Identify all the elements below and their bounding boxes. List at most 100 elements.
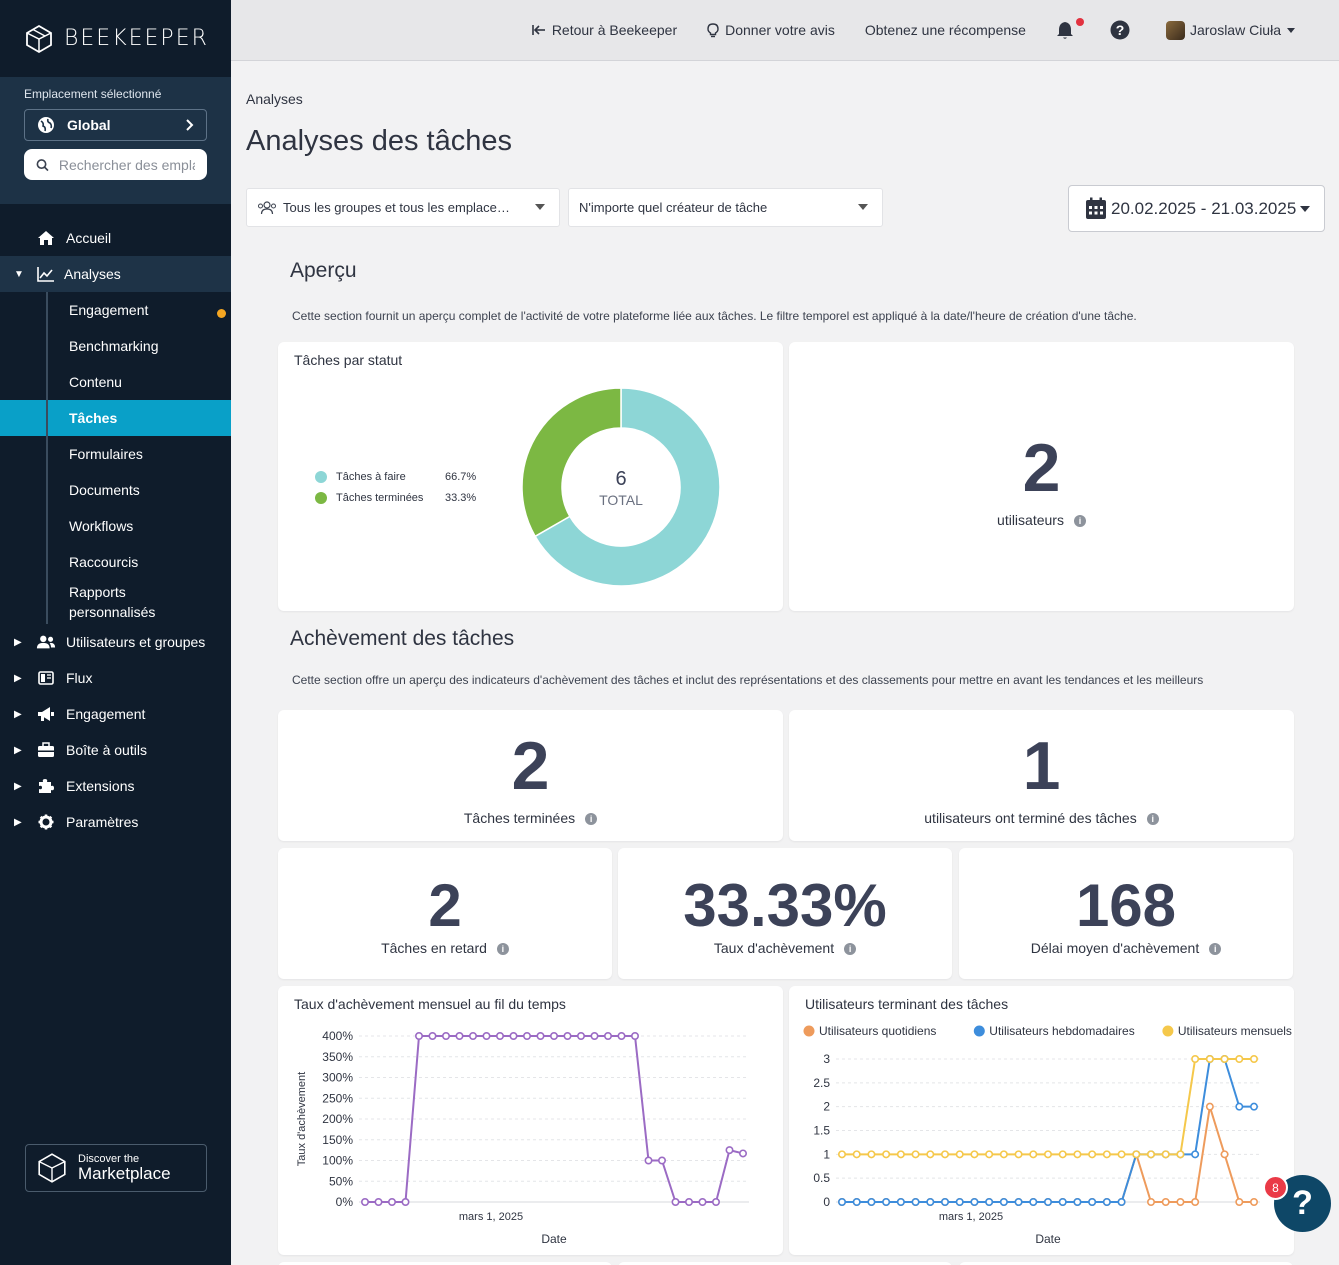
data-point[interactable]	[657, 1156, 666, 1165]
legend-label[interactable]: Utilisateurs mensuels	[1178, 1024, 1292, 1038]
data-point[interactable]	[911, 1150, 920, 1159]
sub-item-engagement[interactable]: Engagement	[69, 302, 149, 318]
legend-label[interactable]: Utilisateurs hebdomadaires	[989, 1024, 1134, 1038]
data-point[interactable]	[955, 1150, 964, 1159]
data-point[interactable]	[1235, 1198, 1244, 1207]
data-point[interactable]	[1235, 1102, 1244, 1111]
data-point[interactable]	[852, 1198, 861, 1207]
marketplace-button[interactable]: Discover the Marketplace	[25, 1144, 207, 1192]
data-point[interactable]	[1132, 1150, 1141, 1159]
info-icon[interactable]: i	[496, 943, 509, 956]
data-point[interactable]	[523, 1031, 532, 1040]
data-point[interactable]	[563, 1031, 572, 1040]
sub-item-contenu[interactable]: Contenu	[69, 374, 122, 390]
data-point[interactable]	[1088, 1198, 1097, 1207]
data-point[interactable]	[999, 1198, 1008, 1207]
location-search-input[interactable]: Rechercher des emplac	[24, 149, 207, 180]
sub-item-workflows[interactable]: Workflows	[69, 518, 134, 534]
data-point[interactable]	[882, 1198, 891, 1207]
creator-filter-select[interactable]: N'importe quel créateur de tâche	[568, 188, 883, 227]
data-point[interactable]	[1073, 1150, 1082, 1159]
reward-link[interactable]: Obtenez une récompense	[865, 22, 1026, 38]
data-point[interactable]	[630, 1031, 639, 1040]
nav-item-accueil[interactable]: Accueil	[0, 220, 231, 256]
data-point[interactable]	[1058, 1198, 1067, 1207]
data-point[interactable]	[711, 1198, 720, 1207]
data-point[interactable]	[1176, 1150, 1185, 1159]
data-point[interactable]	[1102, 1150, 1111, 1159]
sub-item-documents[interactable]: Documents	[69, 482, 140, 498]
data-point[interactable]	[1014, 1150, 1023, 1159]
legend-item-done[interactable]: Tâches terminées 33.3%	[315, 492, 476, 504]
data-point[interactable]	[1235, 1054, 1244, 1063]
data-point[interactable]	[738, 1149, 747, 1158]
data-point[interactable]	[482, 1031, 491, 1040]
nav-item-extensions[interactable]: ▶ Extensions	[0, 768, 231, 804]
data-point[interactable]	[549, 1031, 558, 1040]
data-point[interactable]	[1220, 1150, 1229, 1159]
data-point[interactable]	[1029, 1150, 1038, 1159]
data-point[interactable]	[644, 1156, 653, 1165]
data-point[interactable]	[1117, 1198, 1126, 1207]
data-point[interactable]	[1220, 1054, 1229, 1063]
data-point[interactable]	[970, 1198, 979, 1207]
data-point[interactable]	[1161, 1150, 1170, 1159]
beekeeper-logo[interactable]: BEEKEEPER	[0, 0, 231, 77]
sub-item-raccourcis[interactable]: Raccourcis	[69, 554, 139, 570]
data-point[interactable]	[926, 1198, 935, 1207]
data-point[interactable]	[955, 1198, 964, 1207]
sub-item-formulaires[interactable]: Formulaires	[69, 446, 143, 462]
data-point[interactable]	[698, 1198, 707, 1207]
data-point[interactable]	[469, 1031, 478, 1040]
nav-item-parametres[interactable]: ▶ Paramètres	[0, 804, 231, 840]
data-point[interactable]	[970, 1150, 979, 1159]
data-point[interactable]	[1014, 1198, 1023, 1207]
data-point[interactable]	[455, 1031, 464, 1040]
donut-slice[interactable]	[521, 387, 622, 538]
nav-item-flux[interactable]: ▶ Flux	[0, 660, 231, 696]
data-point[interactable]	[1088, 1150, 1097, 1159]
data-point[interactable]	[428, 1031, 437, 1040]
legend-item-todo[interactable]: Tâches à faire 66.7%	[315, 471, 476, 483]
data-point[interactable]	[852, 1150, 861, 1159]
donut-slice[interactable]	[534, 387, 721, 587]
data-point[interactable]	[1191, 1198, 1200, 1207]
data-point[interactable]	[1146, 1150, 1155, 1159]
back-to-beekeeper-link[interactable]: Retour à Beekeeper	[532, 22, 677, 38]
location-select-button[interactable]: Global	[24, 109, 207, 141]
data-point[interactable]	[361, 1198, 370, 1207]
data-point[interactable]	[1161, 1198, 1170, 1207]
data-point[interactable]	[1205, 1102, 1214, 1111]
data-point[interactable]	[1191, 1054, 1200, 1063]
data-point[interactable]	[1249, 1102, 1258, 1111]
sub-item-rapports[interactable]: Rapports personnalisés	[0, 309, 231, 624]
data-point[interactable]	[1117, 1150, 1126, 1159]
data-point[interactable]	[617, 1031, 626, 1040]
data-point[interactable]	[1029, 1198, 1038, 1207]
data-point[interactable]	[1191, 1150, 1200, 1159]
data-point[interactable]	[941, 1198, 950, 1207]
data-point[interactable]	[1044, 1150, 1053, 1159]
data-point[interactable]	[837, 1198, 846, 1207]
data-point[interactable]	[725, 1146, 734, 1155]
data-point[interactable]	[509, 1031, 518, 1040]
data-point[interactable]	[1146, 1198, 1155, 1207]
data-point[interactable]	[1044, 1198, 1053, 1207]
info-icon[interactable]: i	[1073, 515, 1086, 528]
data-point[interactable]	[401, 1198, 410, 1207]
data-point[interactable]	[1176, 1198, 1185, 1207]
info-icon[interactable]: i	[1146, 813, 1159, 826]
data-point[interactable]	[1205, 1054, 1214, 1063]
info-icon[interactable]: i	[585, 813, 598, 826]
data-point[interactable]	[999, 1150, 1008, 1159]
help-top-button[interactable]: ?	[1110, 20, 1136, 40]
data-point[interactable]	[911, 1198, 920, 1207]
user-menu[interactable]: Jaroslaw Ciuła	[1165, 20, 1295, 40]
data-point[interactable]	[837, 1150, 846, 1159]
data-point[interactable]	[926, 1150, 935, 1159]
data-point[interactable]	[1249, 1198, 1258, 1207]
data-point[interactable]	[576, 1031, 585, 1040]
data-point[interactable]	[985, 1198, 994, 1207]
data-point[interactable]	[684, 1198, 693, 1207]
nav-item-analyses[interactable]: ▼ Analyses	[0, 256, 231, 292]
